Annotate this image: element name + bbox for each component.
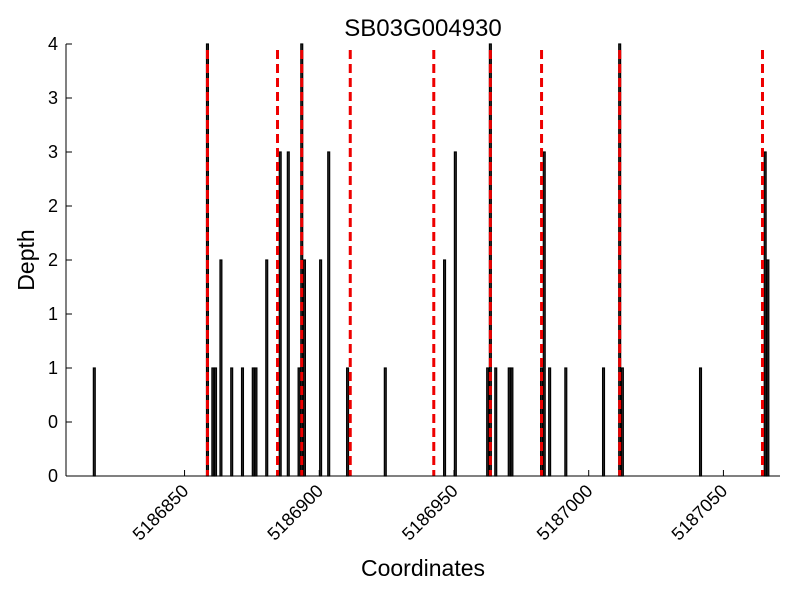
depth-bar (510, 367, 514, 477)
depth-bar (763, 151, 767, 477)
y-tick-label: 1 (48, 358, 58, 378)
depth-bar (766, 259, 770, 477)
depth-bar (219, 259, 223, 477)
markers-layer (205, 50, 764, 476)
y-tick-label: 0 (48, 412, 58, 432)
x-tick-label: 5186900 (263, 481, 327, 545)
depth-bar (494, 367, 498, 477)
depth-bar (213, 367, 218, 477)
x-axis-title: Coordinates (361, 555, 485, 581)
depth-bar (443, 259, 447, 477)
depth-bar (254, 367, 258, 477)
y-ticks: 0 0 1 1 2 2 3 3 4 (48, 34, 72, 486)
y-axis-title: Depth (13, 229, 39, 290)
depth-bar (507, 367, 511, 477)
depth-bar (230, 367, 234, 477)
x-ticks: 5186850 5186900 5186950 5187000 5187050 (129, 470, 732, 545)
axes (65, 44, 780, 477)
depth-bar (601, 367, 606, 477)
depth-bar (302, 259, 307, 477)
x-tick-label: 5186950 (398, 481, 462, 545)
depth-bar (286, 151, 290, 477)
depth-bar (211, 367, 215, 477)
chart-title: SB03G004930 (344, 15, 501, 42)
depth-bar (564, 367, 568, 477)
y-tick-label: 2 (48, 250, 58, 270)
depth-bar (486, 367, 490, 477)
bars-layer (92, 43, 770, 477)
depth-bar (327, 151, 331, 477)
depth-bar (698, 367, 703, 477)
y-tick-label: 3 (48, 88, 58, 108)
depth-bar (542, 151, 546, 477)
depth-bar (265, 259, 269, 477)
depth-bar (453, 151, 457, 477)
y-tick-label: 1 (48, 304, 58, 324)
depth-bar (251, 367, 255, 477)
depth-bar (346, 367, 350, 477)
depth-bar (240, 367, 245, 477)
depth-bar (297, 367, 301, 477)
y-tick-label: 0 (48, 466, 58, 486)
depth-bar (278, 151, 282, 477)
x-tick-label: 5186850 (129, 481, 193, 545)
x-tick-label: 5187050 (668, 481, 732, 545)
depth-bar (548, 367, 552, 477)
depth-bar (620, 367, 624, 477)
depth-bar (383, 367, 387, 477)
depth-bar (92, 367, 96, 477)
y-tick-label: 3 (48, 142, 58, 162)
x-tick-label: 5187000 (533, 481, 597, 545)
y-tick-label: 4 (48, 34, 58, 54)
y-tick-label: 2 (48, 196, 58, 216)
depth-bar (319, 259, 323, 477)
